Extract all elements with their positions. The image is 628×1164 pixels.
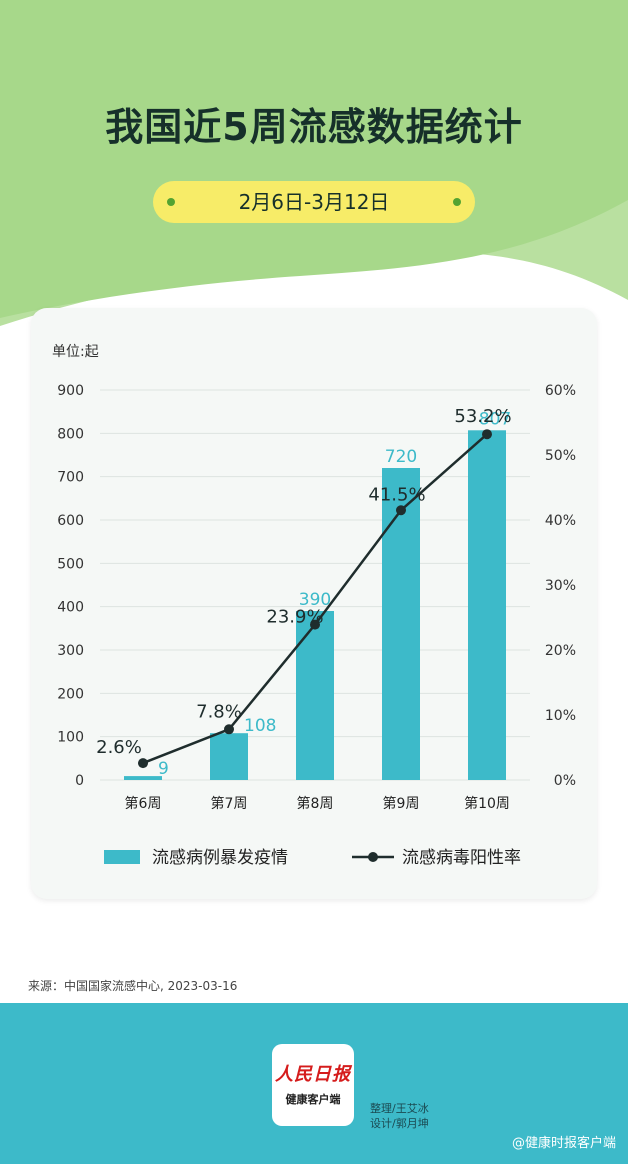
y-right-tick-label: 60% bbox=[545, 383, 576, 399]
y-right-tick-label: 40% bbox=[545, 513, 576, 529]
page-title: 我国近5周流感数据统计 bbox=[105, 105, 523, 149]
watermark-text: @健康时报客户端 bbox=[511, 1136, 616, 1151]
y-right-tick-label: 0% bbox=[554, 773, 576, 789]
y-left-tick-label: 500 bbox=[57, 556, 84, 572]
x-tick-label: 第10周 bbox=[464, 795, 510, 812]
line-value-label: 23.9% bbox=[266, 607, 323, 628]
line-point bbox=[310, 619, 320, 630]
y-right-tick-label: 50% bbox=[545, 448, 576, 464]
y-left-tick-label: 400 bbox=[57, 600, 84, 616]
line-value-label: 53.2% bbox=[454, 406, 511, 427]
y-left-tick-label: 800 bbox=[57, 426, 84, 442]
source-note: 来源：中国国家流感中心, 2023-03-16 bbox=[28, 979, 238, 993]
line-point bbox=[138, 758, 148, 769]
y-right-tick-label: 30% bbox=[545, 578, 576, 594]
line-value-label: 41.5% bbox=[368, 484, 425, 505]
publisher-logo: 人民日报 健康客户端 bbox=[272, 1044, 354, 1126]
legend-bar-label: 流感病例暴发疫情 bbox=[152, 848, 288, 868]
y-left-tick-label: 600 bbox=[57, 513, 84, 529]
unit-label: 单位:起 bbox=[52, 344, 99, 360]
y-left-tick-label: 300 bbox=[57, 643, 84, 659]
logo-sub-text: 健康客户端 bbox=[285, 1093, 341, 1106]
x-tick-label: 第7周 bbox=[211, 795, 248, 812]
top-green-background bbox=[0, 0, 628, 380]
x-tick-label: 第8周 bbox=[297, 795, 334, 812]
legend-line-marker bbox=[368, 852, 378, 862]
bar bbox=[210, 733, 248, 780]
line-point bbox=[482, 429, 492, 440]
line-value-label: 7.8% bbox=[196, 701, 242, 722]
bar-value-label: 390 bbox=[299, 590, 331, 610]
line-point bbox=[396, 505, 406, 516]
logo-brand-text: 人民日报 bbox=[275, 1064, 351, 1085]
bar bbox=[124, 776, 162, 780]
bar bbox=[382, 468, 420, 780]
bar-value-label: 807 bbox=[479, 409, 511, 429]
pill-dot-right bbox=[453, 198, 461, 206]
bar bbox=[296, 611, 334, 780]
legend-bar-swatch bbox=[104, 850, 140, 864]
editor-credit: 整理/王艾冰 bbox=[370, 1102, 429, 1115]
y-right-tick-label: 10% bbox=[545, 708, 576, 724]
bar-value-label: 108 bbox=[244, 716, 276, 736]
bar-value-label: 9 bbox=[158, 759, 169, 779]
x-tick-label: 第9周 bbox=[383, 795, 420, 812]
bar bbox=[468, 430, 506, 780]
y-right-tick-label: 20% bbox=[545, 643, 576, 659]
line-point bbox=[224, 724, 234, 735]
date-range-pill: 2月6日-3月12日 bbox=[153, 181, 475, 223]
y-left-tick-label: 200 bbox=[57, 686, 84, 702]
x-tick-label: 第6周 bbox=[125, 795, 162, 812]
pill-dot-left bbox=[167, 198, 175, 206]
y-left-tick-label: 900 bbox=[57, 383, 84, 399]
y-left-tick-label: 100 bbox=[57, 730, 84, 746]
legend-line-label: 流感病毒阳性率 bbox=[402, 848, 521, 868]
line-value-label: 2.6% bbox=[96, 737, 142, 758]
bar-value-label: 720 bbox=[385, 447, 417, 467]
date-range-text: 2月6日-3月12日 bbox=[238, 190, 390, 214]
designer-credit: 设计/郭月坤 bbox=[370, 1117, 429, 1130]
y-left-tick-label: 0 bbox=[75, 773, 84, 789]
y-left-tick-label: 700 bbox=[57, 470, 84, 486]
